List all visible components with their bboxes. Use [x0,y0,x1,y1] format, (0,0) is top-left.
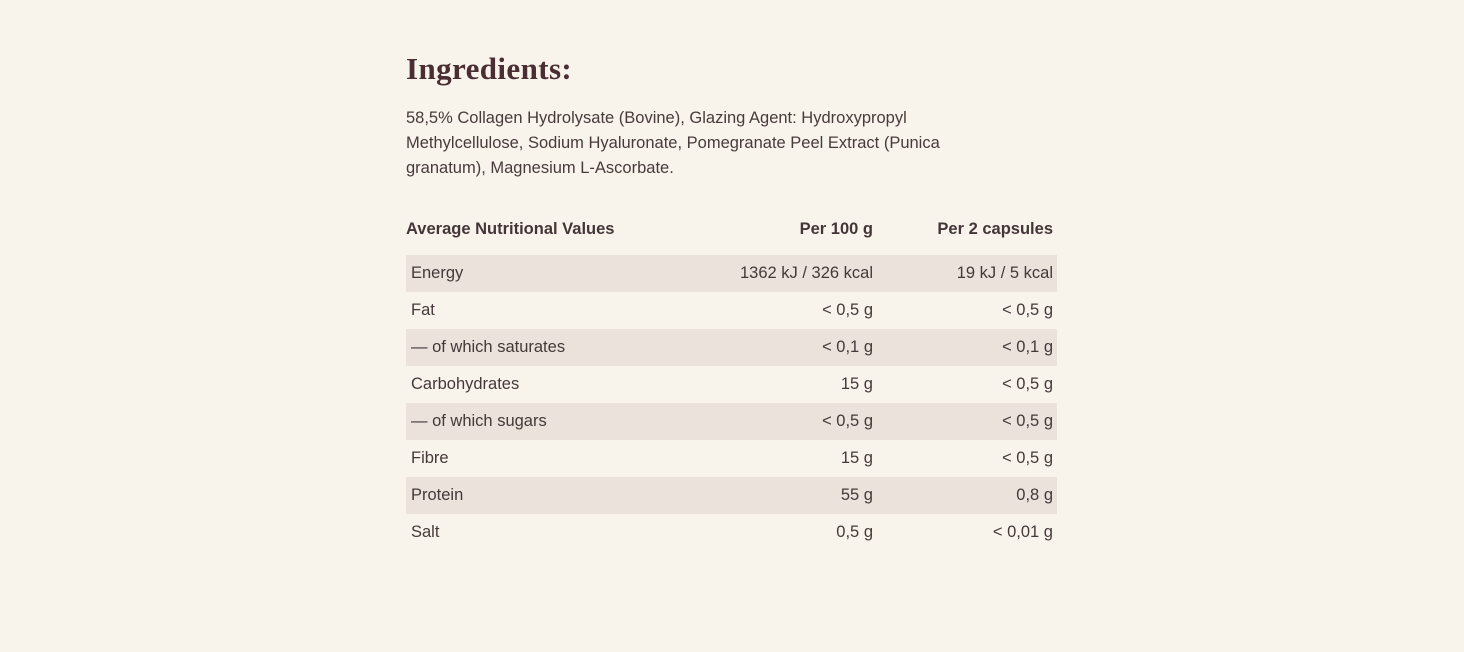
nutrient-label: Carbohydrates [411,375,520,393]
per-2-capsules-value: < 0,01 g [992,523,1053,541]
table-row-fibre: Fibre 15 g < 0,5 g [406,440,1057,477]
per-2-capsules-value: < 0,5 g [1002,449,1053,467]
nutrition-table-header: Average Nutritional Values Per 100 g Per… [406,219,1057,239]
per-2-capsules-value: < 0,5 g [1002,412,1053,430]
header-per-2-capsules-column: Per 2 capsules [937,220,1053,238]
per-100g-value: < 0,1 g [822,338,873,356]
ingredients-text-line: 58,5% Collagen Hydrolysate (Bovine), Gla… [406,109,907,127]
per-100g-value: 0,5 g [836,523,873,541]
per-2-capsules-value: < 0,5 g [1002,375,1053,393]
table-row-salt: Salt 0,5 g < 0,01 g [406,514,1057,551]
per-100g-value: < 0,5 g [822,412,873,430]
per-100g-value: 15 g [840,449,873,467]
nutrient-label: — of which saturates [411,338,566,356]
per-100g-value: 55 g [840,486,873,504]
table-row-fat: Fat < 0,5 g < 0,5 g [406,292,1057,329]
per-2-capsules-value: 19 kJ / 5 kcal [956,264,1053,282]
nutrition-table: Average Nutritional Values Per 100 g Per… [406,219,1057,551]
table-row-saturates: — of which saturates < 0,1 g < 0,1 g [406,329,1057,366]
ingredients-text-line: Methylcellulose, Sodium Hyaluronate, Pom… [406,134,940,152]
ingredients-section: Ingredients: 58,5% Collagen Hydrolysate … [406,52,1057,551]
nutrient-label: — of which sugars [411,412,547,430]
nutrient-label: Protein [411,486,464,504]
table-row-protein: Protein 55 g 0,8 g [406,477,1057,514]
per-2-capsules-value: < 0,1 g [1002,338,1053,356]
per-2-capsules-value: < 0,5 g [1002,301,1053,319]
table-row-energy: Energy 1362 kJ / 326 kcal 19 kJ / 5 kcal [406,255,1057,292]
table-row-carbohydrates: Carbohydrates 15 g < 0,5 g [406,366,1057,403]
per-100g-value: 15 g [840,375,873,393]
header-nutrient-column: Average Nutritional Values [406,220,615,238]
ingredients-title: Ingredients: [406,51,573,86]
table-row-sugars: — of which sugars < 0,5 g < 0,5 g [406,403,1057,440]
ingredients-paragraph: 58,5% Collagen Hydrolysate (Bovine), Gla… [406,106,1057,181]
nutrient-label: Energy [411,264,464,282]
per-100g-value: 1362 kJ / 326 kcal [740,264,873,282]
nutrient-label: Salt [411,523,440,541]
per-2-capsules-value: 0,8 g [1016,486,1053,504]
per-100g-value: < 0,5 g [822,301,873,319]
nutrient-label: Fibre [411,449,449,467]
header-per-100g-column: Per 100 g [799,220,873,238]
ingredients-text-line: granatum), Magnesium L-Ascorbate. [406,159,674,177]
nutrient-label: Fat [411,301,435,319]
